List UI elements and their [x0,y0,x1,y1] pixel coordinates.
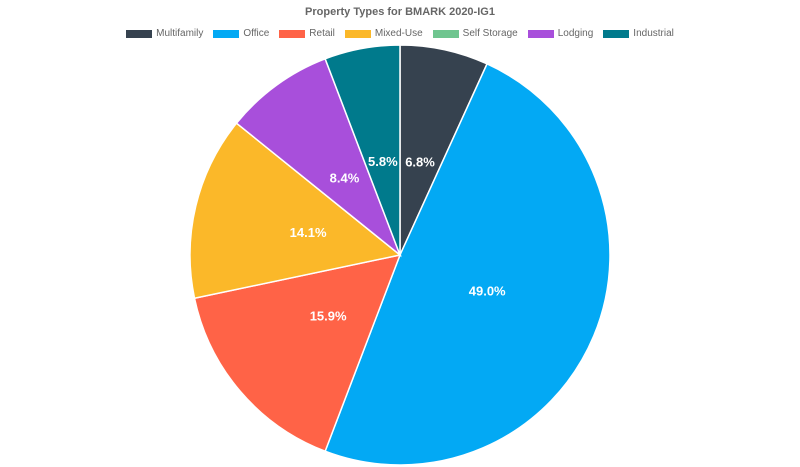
pie-slice-lodging[interactable] [235,57,402,258]
legend-label: Office [243,28,270,39]
legend-item-industrial[interactable]: Industrial [603,28,674,39]
legend-item-self-storage[interactable]: Self Storage [432,28,518,39]
legend-swatch [603,29,630,38]
legend-label: Self Storage [462,28,518,39]
legend-label: Lodging [557,28,594,39]
legend-item-lodging[interactable]: Lodging [527,28,594,39]
legend-swatch [432,29,459,38]
pie-slice-industrial[interactable] [324,44,401,256]
slice-label: 14.1% [290,225,327,240]
legend-item-multifamily[interactable]: Multifamily [126,28,203,39]
legend-swatch [126,29,153,38]
legend-swatch [279,29,306,38]
legend-swatch [527,29,554,38]
legend-item-retail[interactable]: Retail [279,28,335,39]
legend-label: Mixed-Use [374,28,423,39]
legend-label: Multifamily [156,28,204,39]
legend-item-mixed-use[interactable]: Mixed-Use [344,28,423,39]
legend-swatch [344,29,371,38]
slice-label: 5.8% [368,154,398,169]
legend-swatch [213,29,240,38]
pie-slice-retail[interactable] [193,253,402,453]
pie-slice-office[interactable] [324,62,611,466]
legend-item-office[interactable]: Office [213,28,269,39]
pie-slice-mixed-use[interactable] [189,122,402,300]
legend-label: Retail [309,28,335,39]
slice-label: 6.8% [405,155,435,170]
legend: Multifamily Office Retail Mixed-Use Self Sto… [0,28,800,39]
slice-label: 8.4% [330,171,360,186]
legend-label: Industrial [633,28,674,39]
chart-title: Property Types for BMARK 2020-IG1 [305,6,495,18]
slice-label: 15.9% [310,308,347,323]
slice-label: 49.0% [469,283,506,298]
